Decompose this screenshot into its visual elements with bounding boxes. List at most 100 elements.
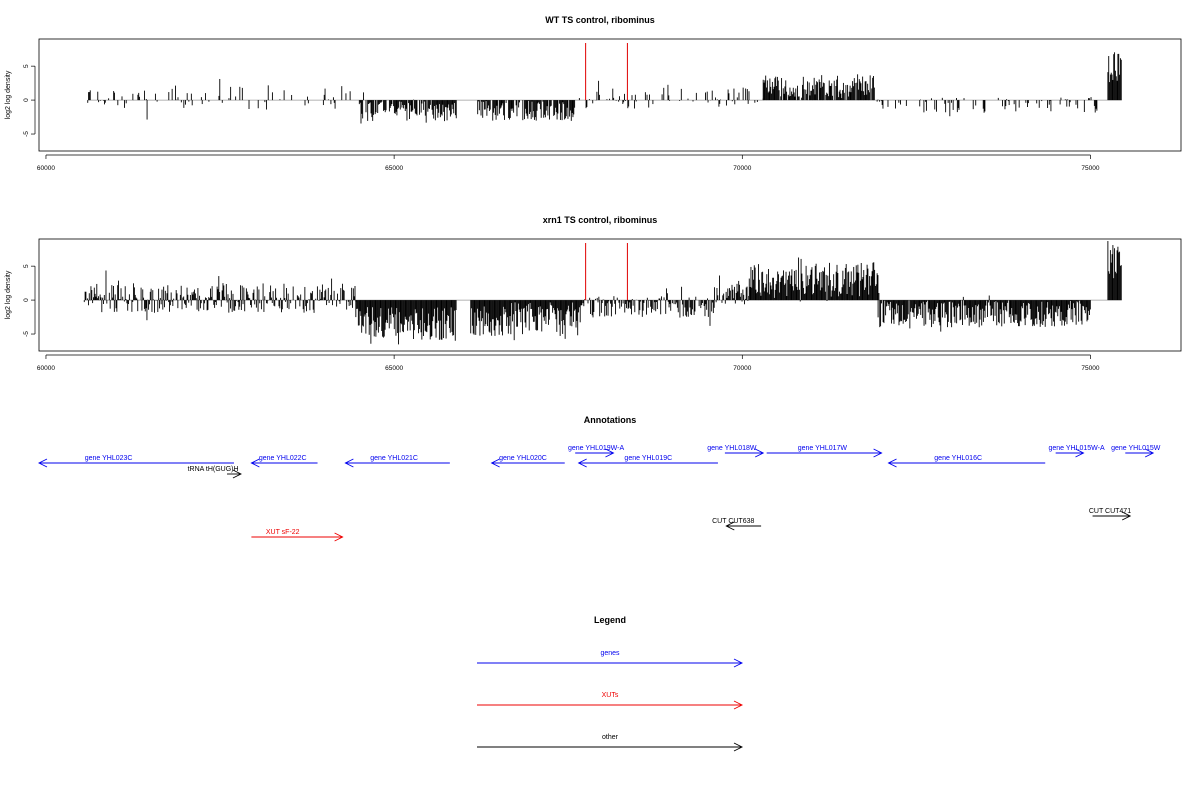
feature-label: gene YHL020C [499,455,547,462]
legend-arrow [477,700,744,710]
coverage-bars [87,52,1122,124]
y-tick-label: 0 [23,98,30,102]
feature-gene: gene YHL015W [1111,445,1161,458]
plot-frame [38,238,1182,352]
feature-gene: gene YHL020C [490,455,565,468]
feature-gene: gene YHL015W-A [1048,445,1105,458]
y-axis-label: log2 log density [5,270,12,319]
feature-label: gene YHL018W [707,445,757,452]
feature-label: gene YHL019W-A [568,445,624,452]
y-tick-label: -5 [23,131,30,137]
feature-arrow-head [232,469,242,479]
feature-arrow-head [1075,448,1085,458]
plot-frame [38,38,1182,152]
feature-arrow [766,448,883,458]
feature-arrow [1092,511,1132,521]
chart-title: xrn1 TS control, ribominus [543,215,658,225]
feature-arrow-head [344,458,354,468]
feature-arrow [250,458,318,468]
legend-arrow-head [733,700,744,710]
annotations-panel: Annotations gene YHL023C tRNA tH(GUG)H gene… [37,415,1161,542]
feature-gene: gene YHL019C [577,455,718,468]
feature-arrow-head [490,458,500,468]
feature-arrow [725,521,762,531]
feature-label: gene YHL015W [1111,445,1161,452]
feature-arrow [251,532,344,542]
feature-label: gene YHL017W [798,445,848,452]
legend-label: genes [600,650,620,657]
annotations-title: Annotations [584,415,637,425]
feature-arrow [887,458,1046,468]
chart-title: WT TS control, ribominus [545,15,655,25]
x-tick-label: 65000 [385,365,403,372]
feature-arrow-head [754,448,765,458]
feature-xut: XUT sF-22 [251,529,344,542]
y-axis-label: log2 log density [5,70,12,119]
feature-label: gene YHL015W-A [1048,445,1104,452]
feature-arrow [490,458,565,468]
feature-label: XUT sF-22 [266,529,300,536]
feature-arrow [1125,448,1155,458]
y-tick-label: 5 [23,264,30,268]
feature-arrow-head [887,458,897,468]
x-tick-label: 70000 [733,365,751,372]
feature-label: gene YHL022C [259,455,307,462]
feature-label: gene YHL019C [624,455,672,462]
feature-arrow-head [1121,511,1132,521]
y-tick-label: 5 [23,64,30,68]
legend-label: XUTs [602,692,619,699]
feature-arrow-head [250,458,260,468]
y-tick-label: 0 [23,298,30,302]
x-tick-label: 65000 [385,165,403,172]
coverage-bars [83,241,1122,345]
x-tick-label: 60000 [37,165,55,172]
legend-arrow [477,658,744,668]
feature-label: CUT CUT638 [712,518,754,525]
feature-gene: gene YHL023C [37,455,234,468]
legend-label: other [602,734,619,741]
feature-arrow-head [605,448,615,458]
legend-panel: Legend genes XUTs other [477,615,744,752]
feature-arrow-head [37,458,48,468]
feature-arrow [227,469,242,479]
x-tick-label: 60000 [37,365,55,372]
x-tick-label: 70000 [733,165,751,172]
feature-arrow [1055,448,1085,458]
feature-arrow-head [725,521,735,531]
legend-arrow-head [733,658,744,668]
feature-label: CUT CUT471 [1089,508,1131,515]
feature-gene: gene YHL017W [766,445,883,458]
x-tick-label: 75000 [1081,165,1099,172]
feature-other: tRNA tH(GUG)H [188,466,242,479]
feature-other: CUT CUT471 [1089,508,1132,521]
feature-arrow [575,448,615,458]
legend-arrow [477,742,744,752]
feature-arrow-head [334,532,344,542]
feature-gene: gene YHL021C [344,455,450,468]
y-tick-label: -5 [23,331,30,337]
panel-wt-coverage: WT TS control, ribominus -5 0 5 log2 log den… [5,15,1182,172]
feature-arrow [37,458,234,468]
feature-gene: gene YHL016C [887,455,1046,468]
feature-gene: gene YHL022C [250,455,318,468]
legend-item-other: other [477,734,744,752]
feature-arrow-head [1144,448,1155,458]
feature-arrow [724,448,765,458]
feature-arrow [577,458,718,468]
legend-item-gene: genes [477,650,744,668]
legend-arrow-head [733,742,744,752]
feature-arrow-head [873,448,883,458]
legend-item-xut: XUTs [477,692,744,710]
feature-label: gene YHL016C [934,455,982,462]
feature-label: gene YHL021C [370,455,418,462]
feature-label: gene YHL023C [85,455,133,462]
feature-gene: gene YHL019W-A [568,445,624,458]
feature-gene: gene YHL018W [707,445,765,458]
panel-xrn1-coverage: xrn1 TS control, ribominus -5 0 5 log2 log d… [5,215,1182,372]
feature-arrow-head [577,458,587,468]
feature-label: tRNA tH(GUG)H [188,466,239,473]
x-tick-label: 75000 [1081,365,1099,372]
feature-other: CUT CUT638 [712,518,762,531]
legend-title: Legend [594,615,626,625]
